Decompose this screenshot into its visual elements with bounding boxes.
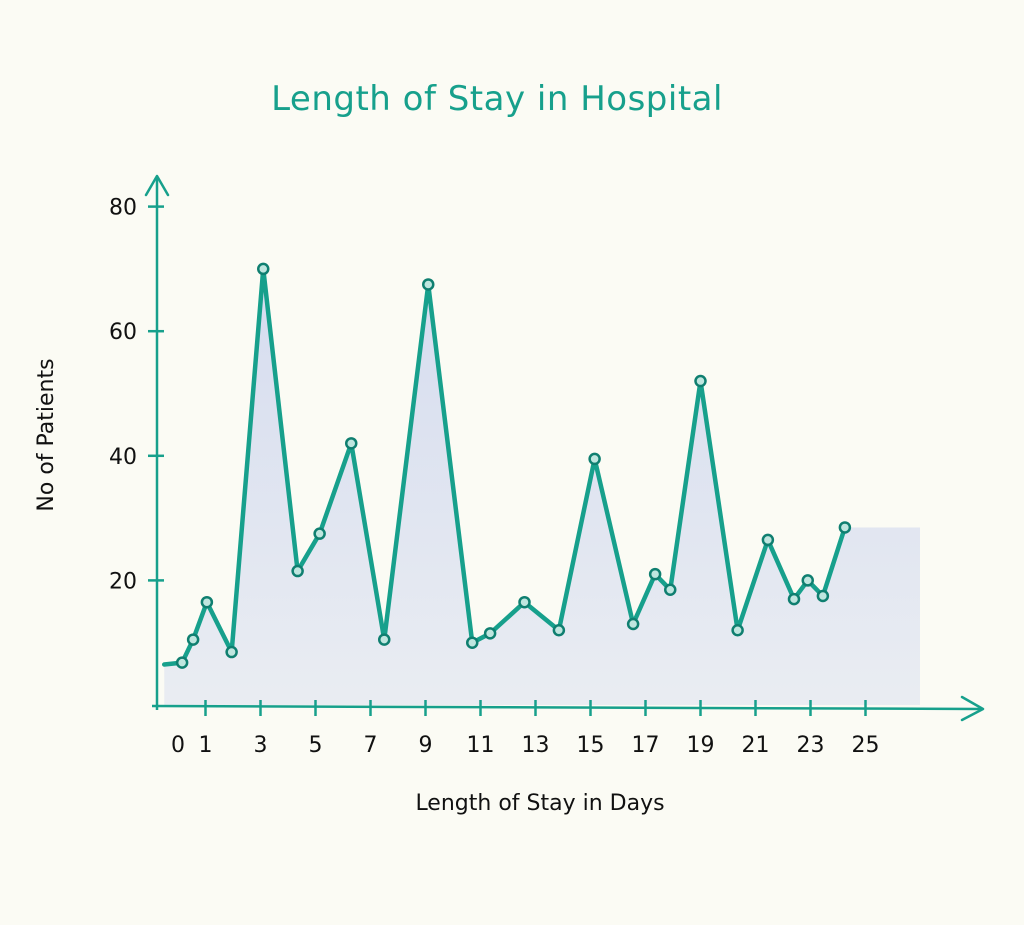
data-point — [257, 262, 270, 276]
y-tick-label: 80 — [109, 196, 137, 221]
x-axis-arrow — [960, 695, 985, 722]
x-tick-label: 1 — [199, 733, 213, 758]
data-point — [483, 627, 497, 640]
data-point — [200, 595, 214, 609]
x-tick-label: 0 — [171, 733, 185, 758]
data-point — [838, 521, 852, 534]
data-point — [345, 437, 358, 450]
data-point — [731, 623, 744, 637]
data-point — [313, 527, 326, 540]
data-point — [552, 623, 566, 637]
data-point — [422, 278, 435, 291]
y-axis-title: No of Patients — [34, 358, 59, 511]
data-point — [694, 374, 707, 388]
data-point — [816, 589, 830, 603]
chart-title: Length of Stay in Hospital — [271, 79, 723, 119]
data-point — [466, 636, 479, 649]
data-point — [291, 564, 304, 578]
data-point — [186, 633, 200, 646]
data-point — [787, 592, 801, 606]
data-point — [801, 574, 814, 587]
x-tick-label: 25 — [852, 733, 880, 758]
data-point — [761, 533, 775, 547]
x-tick-label: 5 — [309, 733, 323, 758]
x-tick-label: 23 — [797, 733, 825, 758]
x-axis-line — [151, 704, 983, 711]
x-tick-label: 21 — [742, 733, 770, 758]
data-point — [175, 656, 189, 669]
data-point — [225, 645, 238, 659]
x-tick-label: 19 — [687, 733, 715, 758]
y-tick-label: 60 — [109, 320, 137, 345]
x-tick-label: 7 — [364, 733, 378, 758]
x-tick-label: 17 — [632, 733, 660, 758]
data-point — [664, 583, 677, 596]
y-axis-arrow — [144, 174, 170, 197]
data-point — [588, 452, 601, 466]
data-point — [626, 617, 640, 631]
x-tick-label: 15 — [577, 733, 605, 758]
area-fill — [164, 268, 920, 705]
data-point — [378, 633, 391, 646]
data-point — [518, 595, 531, 609]
x-axis-title: Length of Stay in Days — [415, 791, 664, 816]
y-tick-label: 20 — [109, 569, 137, 594]
data-point — [648, 567, 662, 581]
series-line — [162, 266, 848, 667]
x-tick-label: 3 — [254, 733, 268, 758]
x-tick-label: 11 — [467, 733, 495, 758]
x-tick-label: 13 — [522, 733, 550, 758]
x-tick-label: 9 — [419, 733, 433, 758]
y-tick-label: 40 — [109, 445, 137, 470]
